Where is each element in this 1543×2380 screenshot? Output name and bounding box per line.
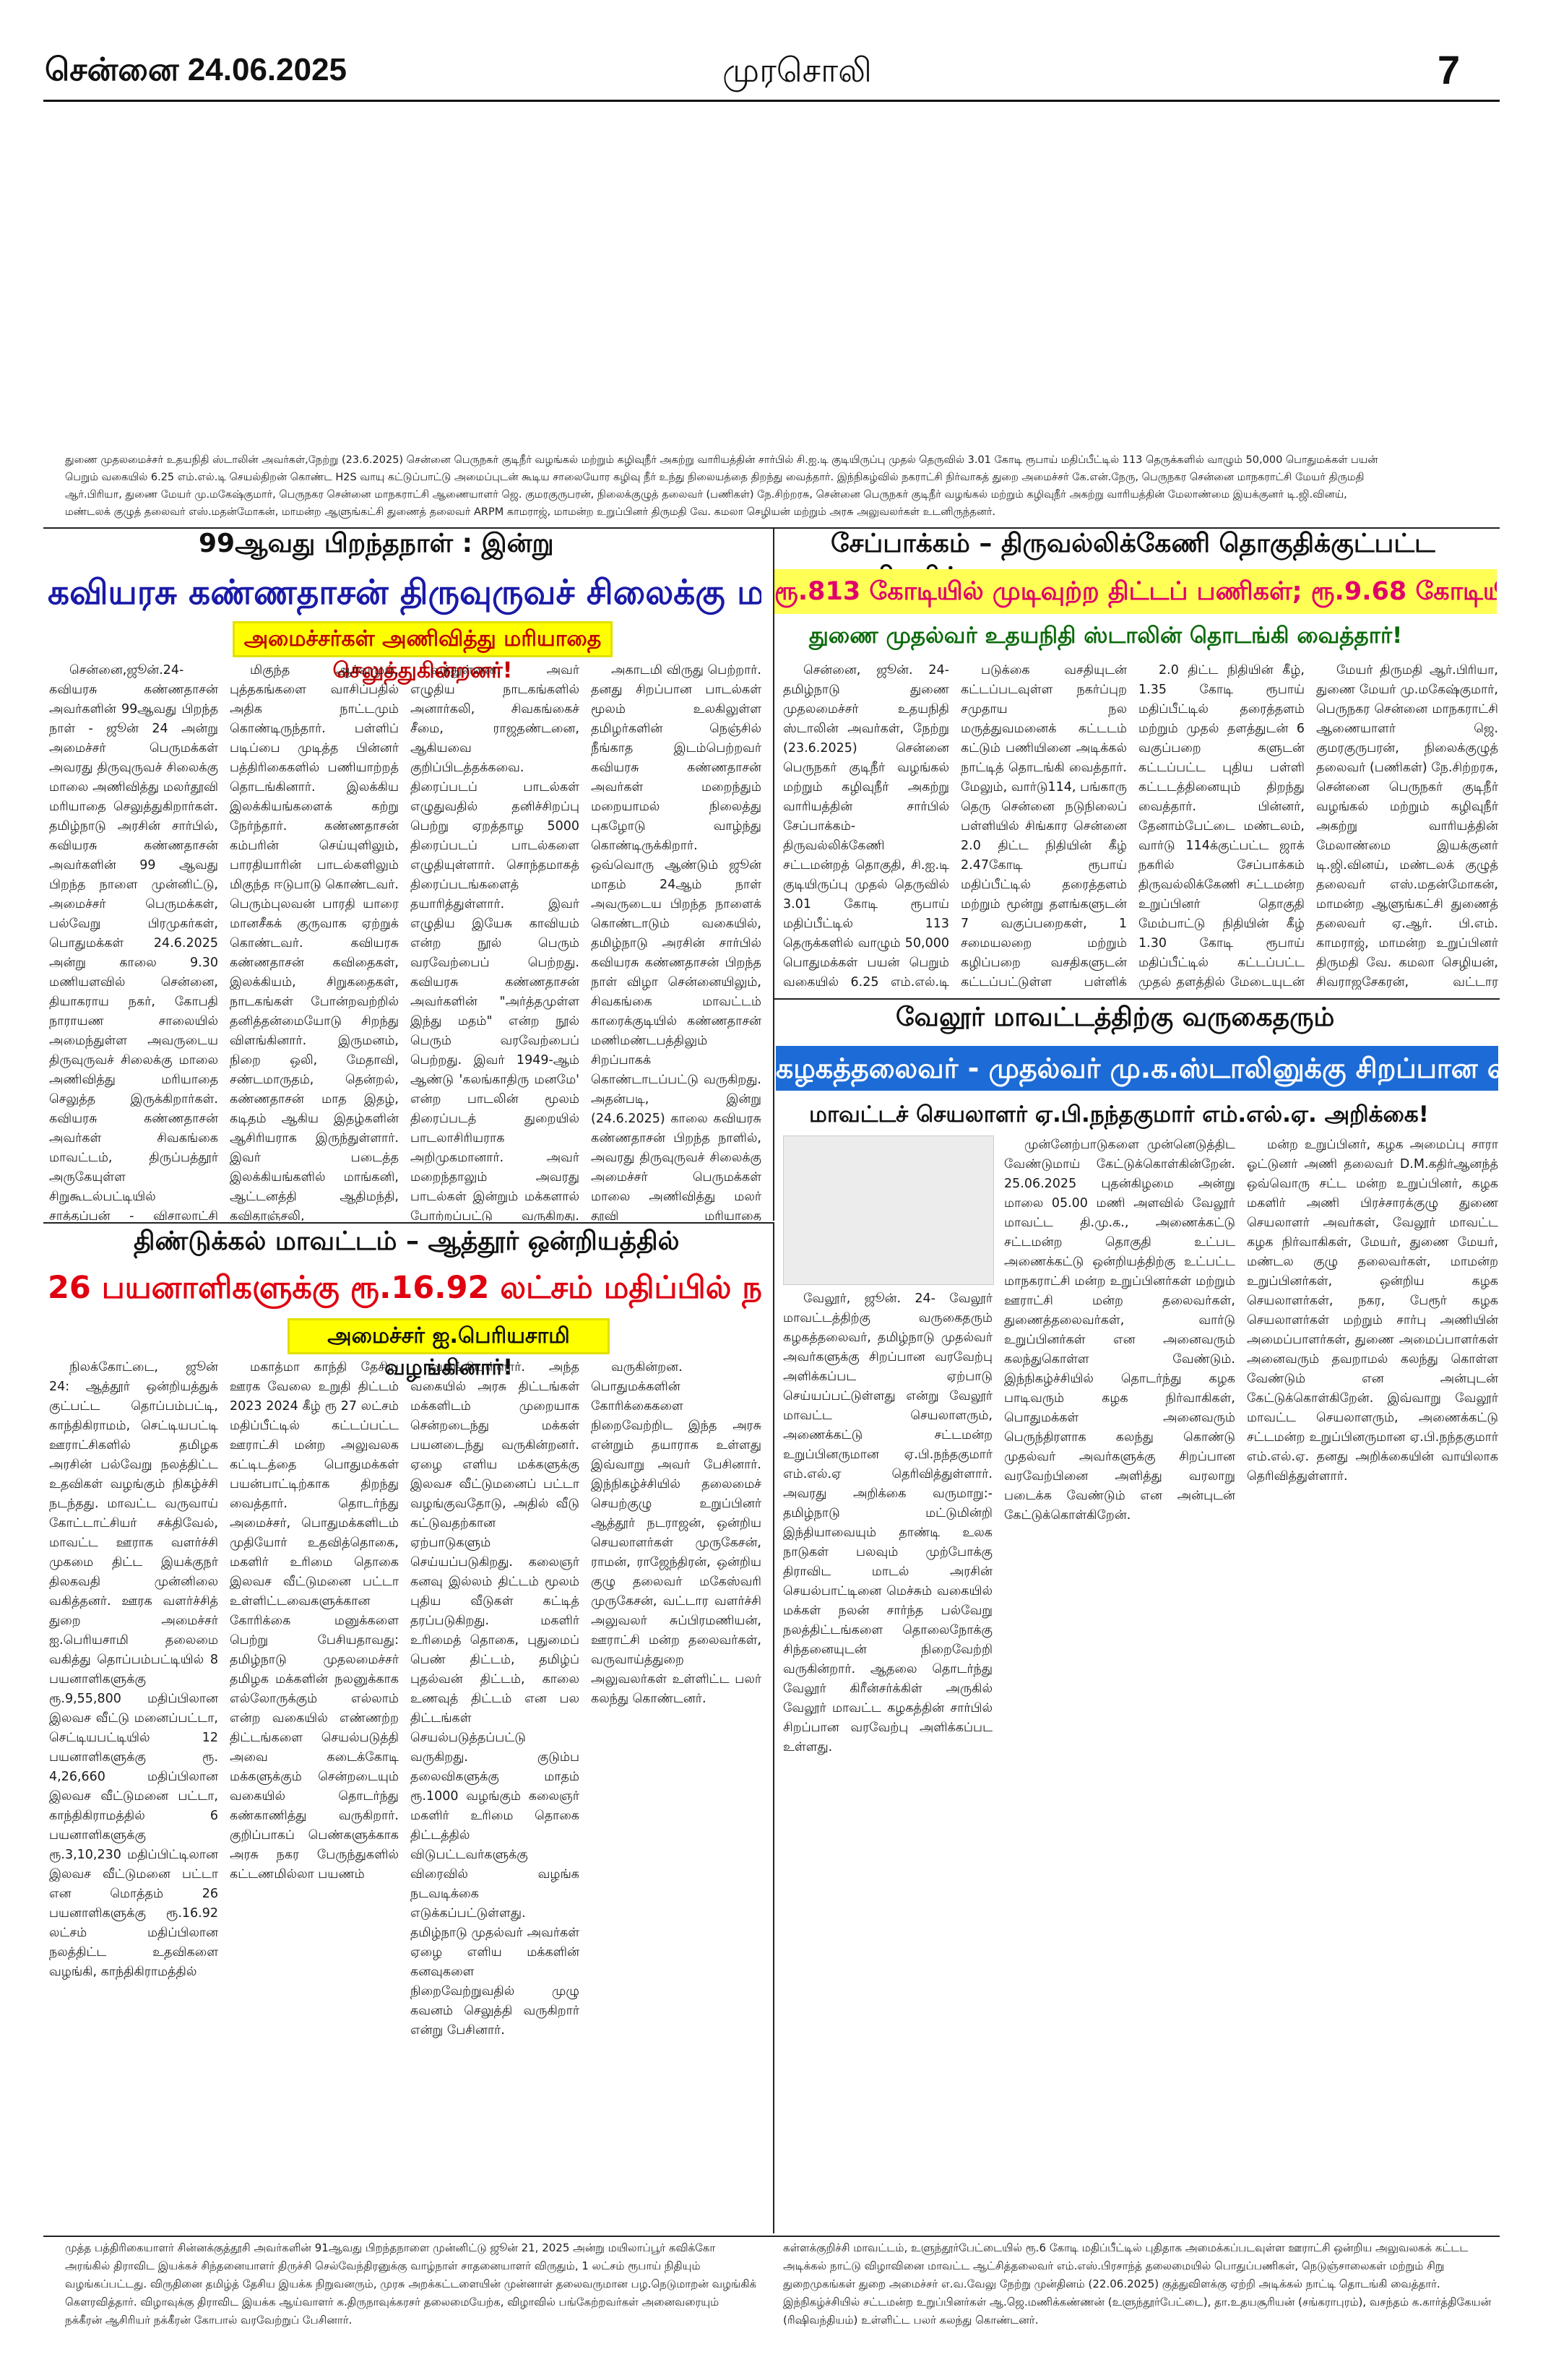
article1-column: அகாடமி விருது பெற்றார். தனது சிறப்பான பா… [591, 661, 761, 1221]
article4-column: மகாத்மா காந்தி தேசிய ஊரக வேலை உறுதி திட்… [230, 1358, 399, 2228]
column-text: நிலக்கோட்டை, ஜூன் 24: ஆத்தூர் ஒன்றியத்து… [49, 1360, 218, 1979]
article1-column: வந்துள்ளன. அவர் எழுதிய நாடகங்களில் அனார்… [410, 661, 579, 1221]
column-divider [773, 529, 774, 1221]
header-rule [43, 100, 1500, 102]
divider [43, 2236, 1500, 2237]
column-text: மேயர் திருமதி ஆர்.பிரியா, துணை மேயர் மு.… [1316, 663, 1498, 990]
caption-line: மண்டலக் குழுத் தலைவர் எஸ்.மதன்மோகன், மாம… [65, 506, 996, 518]
page-date: சென்னை 24.06.2025 [45, 52, 347, 87]
caption-line: துணை முதலமைச்சர் உதயநிதி ஸ்டாலின் அவர்கள… [65, 454, 1378, 466]
newspaper-name: முரசொலி [722, 51, 872, 90]
column-text: முன்னேற்பாடுகளை முன்னெடுத்திட வேண்டுமாய்… [1004, 1138, 1235, 1523]
article4-column: நிலக்கோட்டை, ஜூன் 24: ஆத்தூர் ஒன்றியத்து… [49, 1358, 218, 2228]
divider [43, 527, 1500, 529]
column-divider [773, 1222, 774, 2233]
article1-subhead: அமைச்சர்கள் அணிவித்து மரியாதை செலுத்துகி… [233, 621, 613, 683]
article3-headline: கழகத்தலைவர் - முதல்வர் மு.க.ஸ்டாலினுக்கு… [776, 1046, 1498, 1091]
article3-subhead: மாவட்டச் செயலாளர் ஏ.பி.நந்தகுமார் எம்.எல… [809, 1102, 1429, 1128]
article4-headline: 26 பயனாளிகளுக்கு ரூ.16.92 லட்சம் மதிப்பி… [48, 1270, 763, 1306]
column-text: வந்துள்ளன. அவர் எழுதிய நாடகங்களில் அனார்… [410, 663, 579, 1221]
leader-photo [783, 1135, 994, 1285]
article4-column: வருகின்றன. பொதுமக்களின் கோரிக்கைகளை நிறை… [591, 1358, 761, 2228]
article2-column: மேயர் திருமதி ஆர்.பிரியா, துணை மேயர் மு.… [1316, 661, 1498, 990]
bottom-right-caption: கள்ளக்குறிச்சி மாவட்டம், உளுந்தூர்பேட்டை… [783, 2241, 1492, 2327]
article1-column: மிகுந்த ஆர்வமும், புத்தகங்களை வாசிப்பதில… [230, 661, 399, 1221]
divider [43, 1222, 773, 1224]
page-number: 7 [1438, 47, 1461, 92]
article1-headline: கவியரசு கண்ணதாசன் திருவுருவச் சிலைக்கு ம… [48, 573, 761, 613]
top-photo-area [43, 108, 1500, 448]
column-text: வழங்கியுள்ளார். அந்த வகையில் அரசு திட்டங… [410, 1360, 579, 2038]
bottom-left-caption: முத்த பத்திரிகையாளர் சின்னக்குத்தூசி அவர… [65, 2241, 757, 2327]
article1-column: சென்னை,ஜூன்.24- கவியரசு கண்ணதாசன் அவர்கள… [49, 661, 218, 1221]
column-text: படுக்கை வசதியுடன் கட்டப்படவுள்ள நகர்ப்பு… [961, 663, 1127, 990]
divider [774, 998, 1500, 1000]
article4-kicker: திண்டுக்கல் மாவட்டம் – ஆத்தூர் ஒன்றியத்த… [134, 1226, 680, 1256]
article2-column: சென்னை, ஜூன். 24- தமிழ்நாடு துணை முதலமைச… [783, 661, 949, 990]
article3-kicker: வேலூர் மாவட்டத்திற்கு வருகைதரும் [896, 1003, 1335, 1032]
article4-subhead: அமைச்சர் ஐ.பெரியசாமி வழங்கினார்! [288, 1318, 610, 1380]
column-text: சென்னை, ஜூன். 24- தமிழ்நாடு துணை முதலமைச… [783, 663, 949, 990]
column-text: வேலூர், ஜூன். 24- வேலூர் மாவட்டத்திற்கு … [783, 1291, 993, 1754]
article2-column: 2.0 திட்ட நிதியின் கீழ், 1.35 கோடி ரூபாய… [1138, 661, 1305, 990]
column-text: வருகின்றன. பொதுமக்களின் கோரிக்கைகளை நிறை… [591, 1360, 761, 1706]
caption-line: ஆர்.பிரியா, துணை மேயர் மு.மகேஷ்குமார், ப… [65, 489, 1347, 501]
article2-headline: ரூ.813 கோடியில் முடிவுற்ற திட்டப் பணிகள்… [774, 569, 1497, 614]
top-photo-caption: துணை முதலமைச்சர் உதயநிதி ஸ்டாலின் அவர்கள… [65, 451, 1503, 521]
column-text: மிகுந்த ஆர்வமும், புத்தகங்களை வாசிப்பதில… [230, 663, 399, 1221]
article1-kicker: 99ஆவது பிறந்தநாள் : இன்று [199, 529, 554, 558]
column-text: மன்ற உறுப்பினர், கழக அமைப்பு சாரா ஓட்டுன… [1247, 1138, 1498, 1484]
caption-line: பெறும் வகையில் 6.25 எம்.எல்.டி செயல்திறன… [65, 472, 1365, 483]
column-text: சென்னை,ஜூன்.24- கவியரசு கண்ணதாசன் அவர்கள… [49, 663, 218, 1221]
column-text: 2.0 திட்ட நிதியின் கீழ், 1.35 கோடி ரூபாய… [1138, 663, 1305, 990]
column-text: மகாத்மா காந்தி தேசிய ஊரக வேலை உறுதி திட்… [230, 1360, 399, 1882]
column-text: அகாடமி விருது பெற்றார். தனது சிறப்பான பா… [591, 663, 761, 1221]
article3-column: மன்ற உறுப்பினர், கழக அமைப்பு சாரா ஓட்டுன… [1247, 1135, 1498, 2228]
article2-column: படுக்கை வசதியுடன் கட்டப்படவுள்ள நகர்ப்பு… [961, 661, 1127, 990]
article4-column: வழங்கியுள்ளார். அந்த வகையில் அரசு திட்டங… [410, 1358, 579, 2228]
article3-column: வேலூர், ஜூன். 24- வேலூர் மாவட்டத்திற்கு … [783, 1289, 993, 2228]
article3-column: முன்னேற்பாடுகளை முன்னெடுத்திட வேண்டுமாய்… [1004, 1135, 1235, 2228]
article2-subhead: துணை முதல்வர் உதயநிதி ஸ்டாலின் தொடங்கி வ… [809, 623, 1403, 649]
